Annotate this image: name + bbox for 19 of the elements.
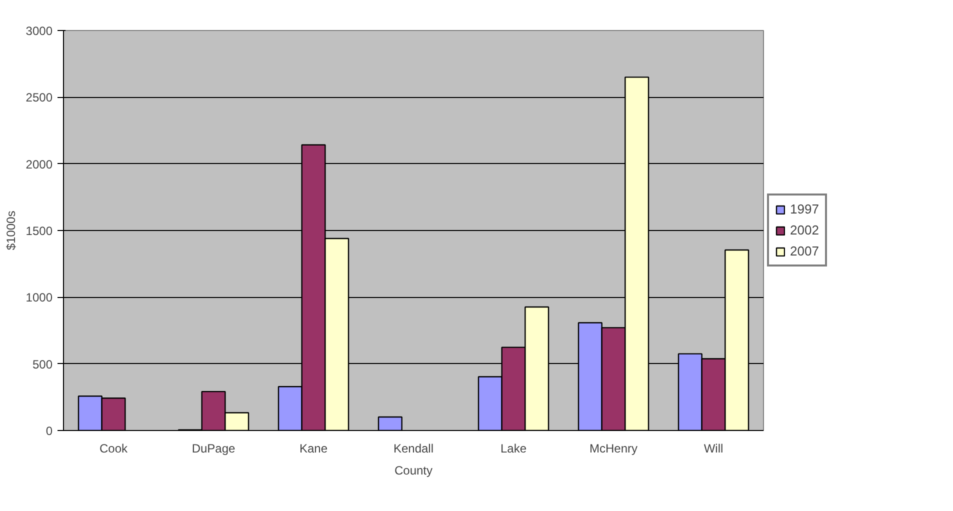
y-tick-label: 1500: [26, 224, 53, 238]
legend-label: 1997: [790, 202, 819, 216]
y-tick-label: 0: [46, 424, 53, 438]
y-tick-label: 1000: [26, 290, 53, 305]
y-tick-label: 500: [32, 357, 53, 372]
x-tick-label: Lake: [500, 442, 527, 456]
y-axis-title: $1000s: [4, 210, 18, 250]
x-tick-label: DuPage: [192, 442, 236, 456]
x-tick-label: Kendall: [393, 442, 434, 456]
y-tick-label: 3000: [26, 24, 53, 38]
legend-label: 2002: [790, 222, 819, 238]
x-tick-label: Cook: [99, 442, 129, 456]
y-tick-label: 2000: [26, 157, 53, 172]
x-tick-label: Kane: [299, 442, 328, 456]
legend-label: 2007: [790, 244, 819, 258]
y-tick-label: 2500: [26, 90, 53, 105]
x-tick-label: McHenry: [589, 442, 638, 456]
x-tick-label: Will: [704, 442, 724, 456]
x-axis-title: County: [394, 464, 433, 478]
